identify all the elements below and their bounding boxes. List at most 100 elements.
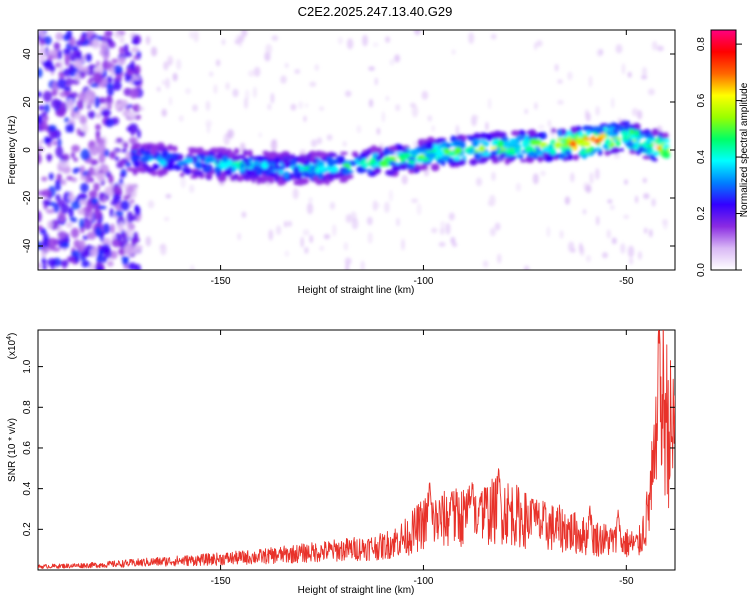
noise-cell [102, 48, 110, 61]
noise-cell [100, 111, 109, 116]
speckle-cell [215, 59, 221, 67]
noise-cell [122, 141, 129, 149]
speckle-cell [193, 30, 199, 43]
noise-cell [66, 175, 73, 181]
noise-cell [83, 217, 88, 222]
speckle-cell [159, 244, 166, 249]
noise-cell [43, 115, 49, 122]
speckle-cell [326, 134, 333, 141]
ridge-cell [557, 130, 563, 138]
noise-cell [129, 87, 140, 98]
speckle-cell [258, 132, 262, 138]
ridge-cell [157, 169, 164, 177]
speckle-cell [621, 63, 626, 75]
speckle-cell [611, 97, 615, 109]
noise-cell [69, 53, 78, 62]
noise-cell [69, 63, 74, 73]
ridge-cell [408, 160, 415, 164]
noise-cell [38, 142, 42, 148]
ridge-cell [478, 145, 486, 153]
noise-cell [89, 77, 94, 82]
ridge-cell [317, 165, 327, 173]
noise-cell [59, 159, 70, 168]
speckle-cell [611, 237, 617, 245]
ridge-cell [351, 151, 359, 157]
speckle-cell [165, 77, 170, 89]
ridge-cell [626, 143, 635, 147]
ridge-cell [291, 172, 300, 178]
speckle-cell [644, 227, 648, 234]
noise-cell [125, 161, 132, 168]
noise-cell [114, 32, 121, 39]
speckle-cell [401, 174, 408, 185]
speckle-cell [546, 226, 551, 238]
ridge-cell [459, 142, 466, 149]
ridge-cell [321, 151, 326, 160]
speckle-cell [209, 71, 214, 77]
colorbar-tick-label: 0.6 [696, 93, 707, 107]
noise-cell [134, 204, 139, 212]
ridge-cell [385, 169, 395, 176]
speckle-cell [602, 252, 608, 259]
ridge-cell [152, 155, 158, 159]
ridge-cell [530, 138, 538, 146]
ridge-cell [594, 126, 605, 134]
colorbar: 0.0 0.2 0.4 0.6 0.8 Normalized spectral ampl… [696, 29, 750, 277]
ridge-cell [417, 155, 423, 161]
speckle-cell [309, 235, 314, 243]
speckle-cell [156, 86, 161, 92]
ridge-cell [589, 146, 594, 151]
ridge-cell [469, 148, 476, 154]
speckle-cell [345, 214, 352, 224]
noise-cell [89, 177, 95, 183]
speckle-cell [596, 48, 603, 57]
speckle-cell [585, 184, 592, 194]
speckle-cell [582, 209, 587, 215]
ridge-cell [493, 137, 500, 145]
noise-cell [47, 258, 57, 267]
ridge-cell [360, 152, 365, 160]
speckle-cell [474, 115, 479, 120]
ridge-cell [274, 164, 280, 171]
ridge-cell [167, 144, 174, 152]
speckle-cell [627, 71, 632, 78]
ridge-cell [511, 130, 520, 137]
ridge-cell [570, 128, 578, 132]
ridge-cell [578, 131, 584, 138]
spectrogram-x-ticks: -150 -100 -50 [211, 30, 634, 287]
speckle-cell [351, 217, 359, 230]
noise-cell [47, 220, 53, 230]
noise-cell [79, 35, 86, 43]
ridge-cell [222, 156, 229, 164]
ridge-cell [557, 152, 566, 160]
ridge-cell [317, 173, 323, 180]
ridge-cell [305, 153, 312, 160]
noise-cell [121, 148, 128, 153]
noise-cell [44, 103, 50, 113]
snr-y-scale-prefix: (x10 [7, 339, 18, 359]
ridge-cell [573, 154, 579, 161]
noise-cell [42, 200, 52, 205]
ridge-cell [329, 165, 339, 173]
noise-cell [51, 98, 61, 109]
ridge-cell [444, 147, 450, 155]
ridge-cell [144, 150, 151, 156]
noise-cell [123, 44, 129, 55]
speckle-cell [596, 215, 600, 226]
speckle-cell [366, 216, 373, 226]
speckle-cell [623, 214, 630, 219]
ridge-cell [184, 167, 192, 175]
snr-x-label: Height of straight line (km) [298, 585, 415, 596]
ridge-cell [618, 125, 625, 132]
ridge-cell [482, 141, 490, 147]
speckle-cell [524, 108, 528, 115]
speckle-cell [642, 66, 647, 77]
ridge-cell [634, 130, 640, 137]
noise-cell [111, 235, 117, 240]
ridge-cell [621, 130, 628, 136]
speckle-cell [319, 106, 325, 111]
ridge-cell [190, 168, 199, 172]
ridge-cell [233, 148, 240, 155]
speckle-cell [448, 212, 455, 221]
ridge-cell [389, 157, 397, 161]
